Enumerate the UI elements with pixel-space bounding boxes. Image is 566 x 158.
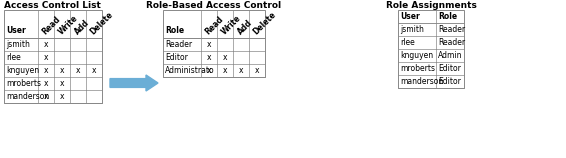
- Text: Editor: Editor: [438, 64, 461, 73]
- Text: x: x: [60, 66, 65, 75]
- Text: rlee: rlee: [6, 53, 21, 62]
- Text: x: x: [255, 66, 259, 75]
- Text: jsmith: jsmith: [400, 25, 424, 34]
- Text: Access Control List: Access Control List: [4, 1, 101, 10]
- Text: jsmith: jsmith: [6, 40, 30, 49]
- Text: x: x: [60, 79, 65, 88]
- Text: Add: Add: [72, 18, 91, 36]
- Text: User: User: [400, 12, 420, 21]
- Text: Read: Read: [41, 14, 62, 36]
- Text: Delete: Delete: [89, 10, 115, 36]
- Text: Role: Role: [165, 26, 184, 35]
- Text: Reader: Reader: [438, 25, 465, 34]
- Text: rlee: rlee: [400, 38, 415, 47]
- Text: Role-Based Access Control: Role-Based Access Control: [147, 1, 281, 10]
- Text: knguyen: knguyen: [400, 51, 433, 60]
- Text: Reader: Reader: [165, 40, 192, 49]
- Bar: [398, 10, 464, 88]
- Text: User: User: [6, 26, 25, 35]
- FancyArrow shape: [110, 75, 158, 91]
- Text: mroberts: mroberts: [400, 64, 435, 73]
- Text: x: x: [92, 66, 96, 75]
- Text: x: x: [44, 53, 48, 62]
- Text: Administrato: Administrato: [165, 66, 215, 75]
- Text: x: x: [223, 53, 228, 62]
- Text: Reader: Reader: [438, 38, 465, 47]
- Bar: [163, 10, 265, 77]
- Text: x: x: [207, 53, 211, 62]
- Text: x: x: [76, 66, 80, 75]
- Text: manderson: manderson: [400, 77, 443, 86]
- Text: Write: Write: [220, 13, 243, 36]
- Text: Read: Read: [204, 14, 225, 36]
- Text: x: x: [44, 66, 48, 75]
- Text: x: x: [207, 66, 211, 75]
- Text: Editor: Editor: [438, 77, 461, 86]
- Bar: [4, 10, 102, 103]
- Text: x: x: [44, 92, 48, 101]
- Text: Admin: Admin: [438, 51, 462, 60]
- Text: manderson: manderson: [6, 92, 49, 101]
- Text: x: x: [223, 66, 228, 75]
- Text: x: x: [239, 66, 243, 75]
- Text: Role: Role: [438, 12, 457, 21]
- Text: x: x: [44, 40, 48, 49]
- Text: Delete: Delete: [252, 10, 278, 36]
- Text: knguyen: knguyen: [6, 66, 39, 75]
- Text: Add: Add: [235, 18, 254, 36]
- Text: x: x: [207, 40, 211, 49]
- Text: mroberts: mroberts: [6, 79, 41, 88]
- Text: Editor: Editor: [165, 53, 188, 62]
- Text: Write: Write: [57, 13, 80, 36]
- Text: x: x: [60, 92, 65, 101]
- Text: x: x: [44, 79, 48, 88]
- Text: Role Assignments: Role Assignments: [385, 1, 477, 10]
